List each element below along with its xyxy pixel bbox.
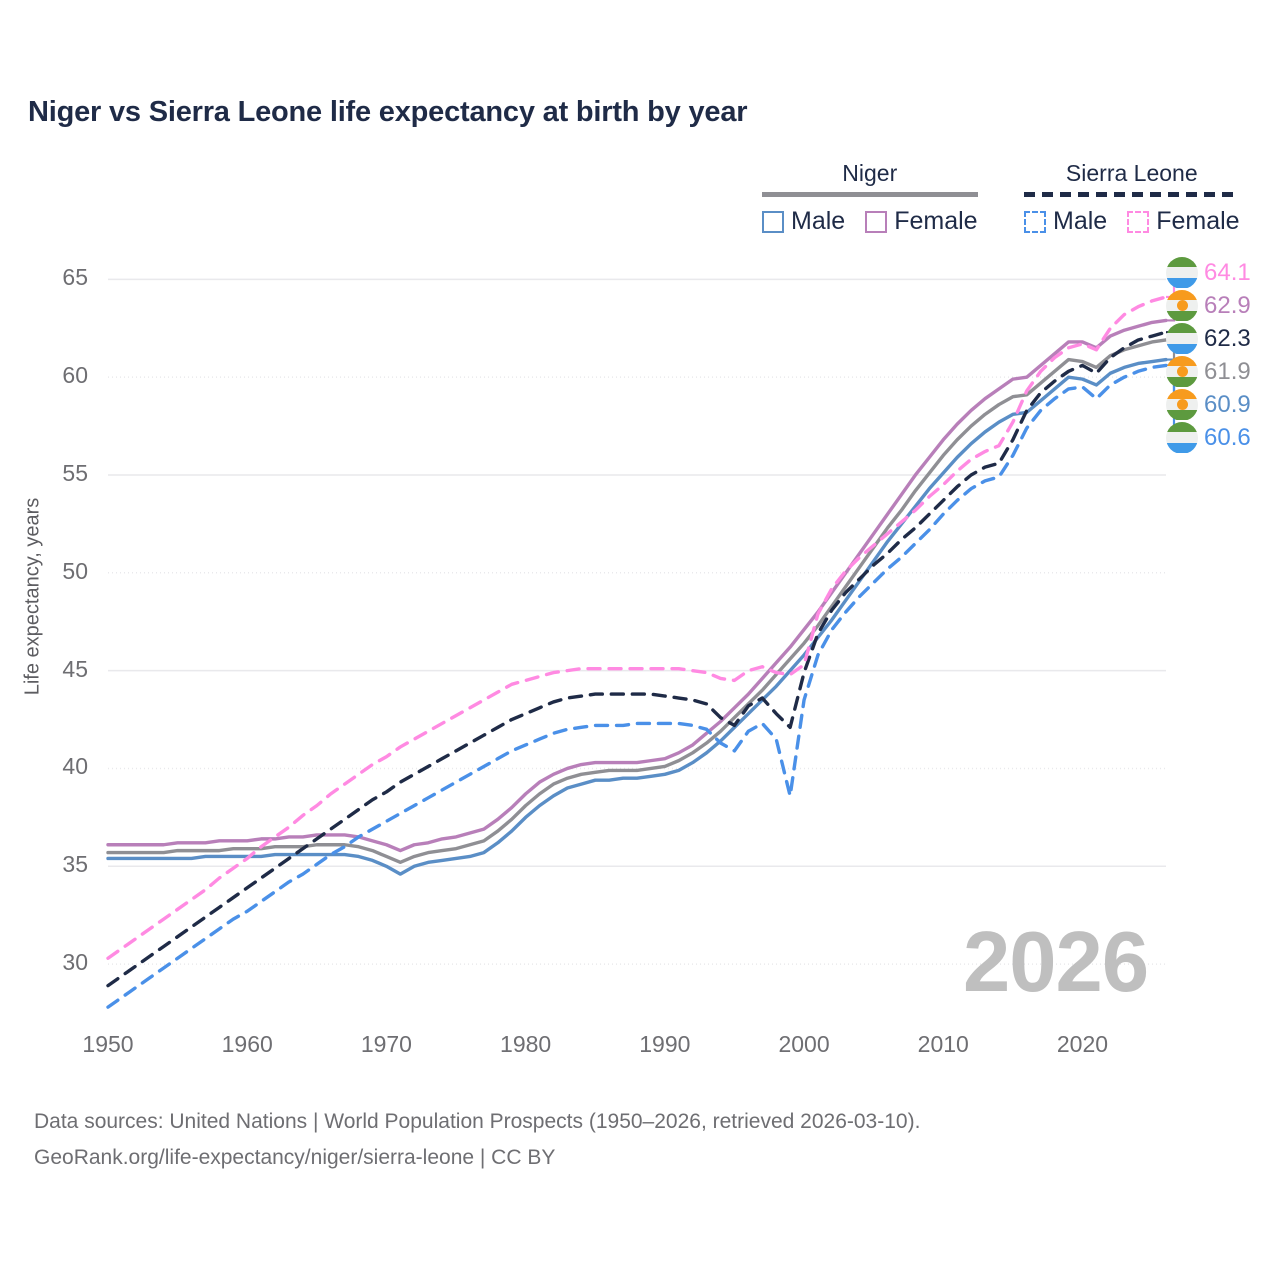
series-line-niger-total xyxy=(106,338,1168,865)
callout-row: 61.9 xyxy=(1166,355,1280,388)
y-tick-60: 60 xyxy=(62,362,88,389)
y-tick-45: 45 xyxy=(62,655,88,682)
sierra-leone-flag-icon xyxy=(1166,256,1198,289)
callout-value: 64.1 xyxy=(1204,258,1251,286)
y-tick-65: 65 xyxy=(62,264,88,291)
callout-row: 64.1 xyxy=(1166,256,1280,289)
callout-value: 60.6 xyxy=(1204,423,1251,451)
x-tick-2010: 2010 xyxy=(917,1031,969,1057)
square-dashed-outline-icon xyxy=(1127,210,1150,233)
x-tick-1980: 1980 xyxy=(500,1031,552,1057)
legend-group-title-niger: Niger xyxy=(842,160,898,186)
y-tick-55: 55 xyxy=(62,459,88,486)
footer-attribution: Data sources: United Nations | World Pop… xyxy=(34,1104,920,1176)
chart-legend: Niger Male Female Sierra Leone Male xyxy=(762,160,1252,240)
niger-flag-icon xyxy=(1166,355,1198,388)
plot-area xyxy=(106,270,1184,1009)
legend-label-sierra-leone-female: Female xyxy=(1156,207,1240,235)
square-dashed-outline-icon xyxy=(1024,210,1046,233)
page-title: Niger vs Sierra Leone life expectancy at… xyxy=(28,96,748,128)
series-line-niger-male xyxy=(106,357,1168,876)
callout-value: 61.9 xyxy=(1204,357,1251,385)
legend-label-sierra-leone-male: Male xyxy=(1053,207,1108,235)
niger-flag-icon xyxy=(1166,388,1198,421)
legend-rule-dashed-icon xyxy=(1024,192,1240,197)
legend-item-sierra-leone-female[interactable]: Female xyxy=(1127,207,1240,236)
x-tick-1990: 1990 xyxy=(639,1031,691,1057)
callout-value: 60.9 xyxy=(1204,390,1251,418)
x-tick-1960: 1960 xyxy=(221,1031,273,1057)
x-tick-2020: 2020 xyxy=(1056,1031,1109,1057)
square-outline-icon xyxy=(762,210,784,233)
legend-item-niger-male[interactable]: Male xyxy=(762,207,845,236)
x-tick-1970: 1970 xyxy=(360,1031,412,1057)
callout-row: 62.9 xyxy=(1166,289,1280,322)
y-tick-35: 35 xyxy=(62,851,88,878)
sierra-leone-flag-icon xyxy=(1166,322,1198,355)
sierra-leone-flag-icon xyxy=(1166,421,1198,454)
callout-row: 60.6 xyxy=(1166,421,1280,454)
series-line-sierra-leone-female xyxy=(106,295,1168,960)
callout-value: 62.3 xyxy=(1204,324,1251,352)
x-tick-2000: 2000 xyxy=(778,1031,830,1057)
series-line-sierra-leone-total xyxy=(106,330,1168,988)
legend-rule-solid-icon xyxy=(762,192,978,197)
series-line-sierra-leone-male xyxy=(106,363,1168,1009)
legend-item-sierra-leone-male[interactable]: Male xyxy=(1024,207,1107,236)
footer-line-2[interactable]: GeoRank.org/life-expectancy/niger/sierra… xyxy=(34,1146,556,1170)
callout-value: 62.9 xyxy=(1204,291,1251,319)
y-tick-30: 30 xyxy=(62,949,88,976)
footer-line-1: Data sources: United Nations | World Pop… xyxy=(34,1110,921,1133)
series-line-niger-female xyxy=(106,318,1168,853)
legend-group-sierra-leone: Sierra Leone Male Female xyxy=(1024,160,1240,236)
niger-flag-icon xyxy=(1166,289,1198,322)
legend-label-niger-male: Male xyxy=(791,207,846,235)
callout-row: 62.3 xyxy=(1166,322,1280,355)
legend-group-niger: Niger Male Female xyxy=(762,160,978,236)
y-tick-40: 40 xyxy=(62,753,88,780)
legend-group-title-sierra-leone: Sierra Leone xyxy=(1065,160,1198,186)
legend-label-niger-female: Female xyxy=(894,207,978,235)
y-axis-label: Life expectancy, years xyxy=(21,497,44,696)
legend-item-niger-female[interactable]: Female xyxy=(865,207,978,236)
callout-row: 60.9 xyxy=(1166,388,1280,421)
x-tick-1950: 1950 xyxy=(82,1031,134,1057)
series-end-value-callouts: 64.1 62.9 62.3 61.9 60.9 60.6 xyxy=(1166,256,1280,454)
square-outline-icon xyxy=(865,210,888,233)
y-tick-50: 50 xyxy=(62,557,88,584)
year-watermark: 2026 xyxy=(963,915,1149,1010)
